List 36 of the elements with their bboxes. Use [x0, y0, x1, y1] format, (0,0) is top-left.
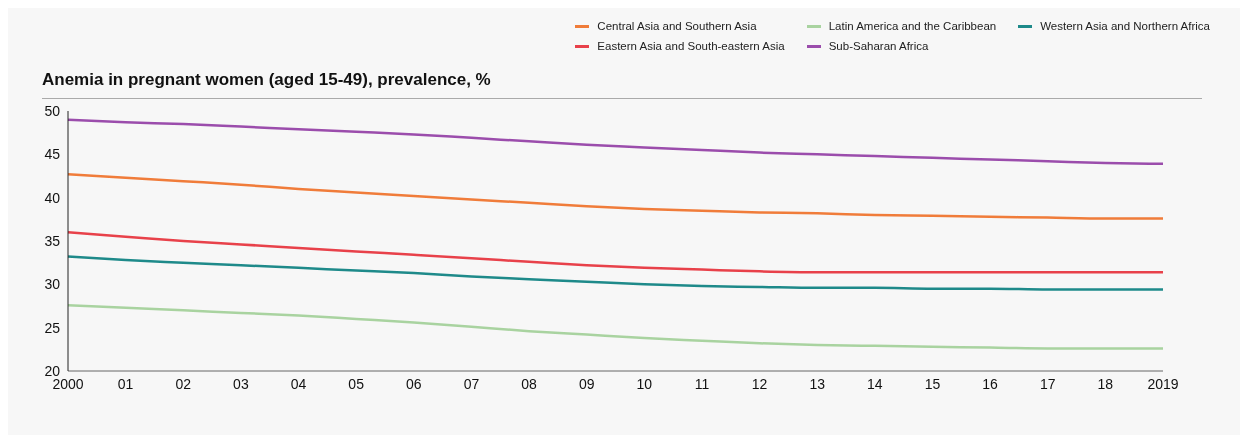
x-tick-label: 14 [867, 375, 883, 392]
y-tick-label: 35 [44, 232, 61, 249]
y-tick-label: 40 [44, 189, 61, 206]
x-tick-label: 06 [406, 375, 422, 392]
x-tick-label: 18 [1097, 375, 1114, 392]
chart-title: Anemia in pregnant women (aged 15-49), prevalence, % [42, 70, 1202, 99]
line-series [66, 173, 1165, 220]
x-tick-label: 09 [578, 375, 595, 392]
line-series [66, 118, 1165, 166]
x-tick-label: 10 [636, 375, 653, 392]
x-tick-label: 12 [751, 375, 768, 392]
legend-label: Sub-Saharan Africa [828, 40, 929, 52]
legend-label: Central Asia and Southern Asia [597, 20, 757, 32]
legend-label: Eastern Asia and South-eastern Asia [597, 40, 785, 52]
legend-label: Latin America and the Caribbean [828, 20, 997, 32]
line-series [66, 303, 1165, 350]
x-tick-label: 16 [982, 375, 999, 392]
x-tick-label: 05 [348, 375, 365, 392]
x-tick-label: 17 [1039, 375, 1056, 392]
line-series [66, 231, 1165, 274]
legend-label: Western Asia and Northern Africa [1040, 20, 1210, 32]
x-tick-label: 13 [809, 375, 826, 392]
y-tick-label: 50 [44, 102, 61, 119]
x-tick-label: 15 [924, 375, 941, 392]
x-tick-label: 11 [694, 375, 710, 392]
x-tick-label: 01 [117, 375, 134, 392]
line-series [66, 255, 1165, 291]
x-tick-label: 02 [175, 375, 192, 392]
x-tick-label: 07 [463, 375, 480, 392]
x-tick-label: 2019 [1147, 375, 1179, 392]
x-tick-label: 08 [521, 375, 538, 392]
x-tick-label: 03 [233, 375, 249, 392]
y-tick-label: 30 [44, 276, 61, 293]
x-tick-label: 04 [290, 375, 307, 392]
y-tick-label: 45 [44, 146, 61, 163]
y-tick-label: 25 [44, 319, 61, 336]
